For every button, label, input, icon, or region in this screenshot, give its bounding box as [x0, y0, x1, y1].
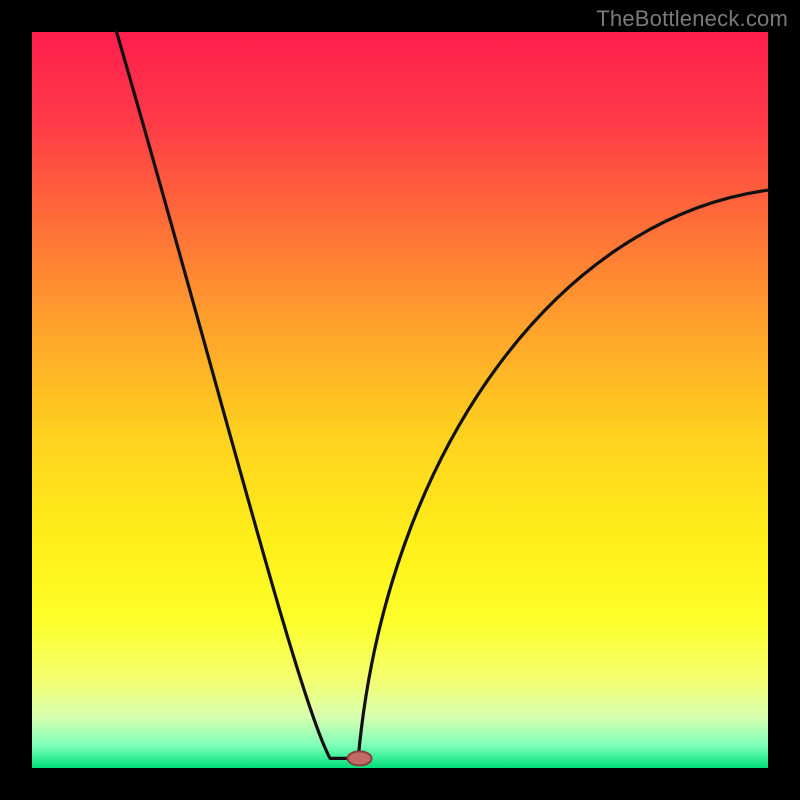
- plot-background: [32, 32, 768, 768]
- chart-svg: [0, 0, 800, 800]
- watermark-text: TheBottleneck.com: [596, 6, 788, 32]
- minimum-marker: [348, 751, 372, 765]
- chart-root: TheBottleneck.com: [0, 0, 800, 800]
